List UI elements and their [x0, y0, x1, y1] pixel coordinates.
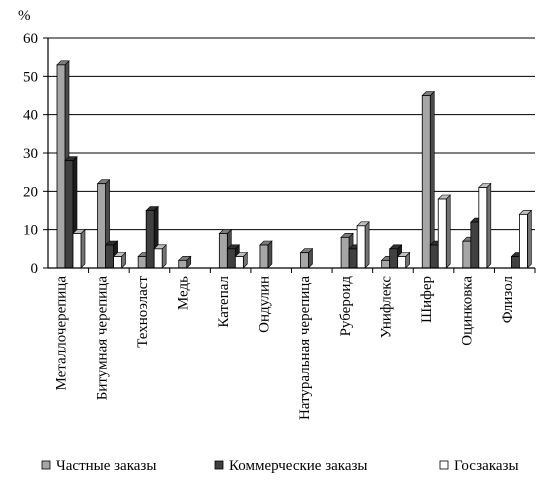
x-tick-labels: Металлочерепица Битумная черепица Техноэла…: [54, 275, 516, 420]
x-tick-label: Катепал: [216, 275, 232, 327]
x-tick-label: Унифлекс: [378, 276, 394, 339]
bar: [470, 221, 480, 269]
y-tick-labels: 0 10 20 30 40 50 60: [23, 31, 38, 277]
legend-swatch: [41, 460, 51, 470]
legend-swatch: [439, 460, 449, 470]
x-tick-label: Медь: [175, 276, 191, 310]
bar: [113, 256, 122, 269]
y-axis-label: %: [18, 8, 31, 24]
bar: [218, 233, 228, 269]
bar: [397, 256, 407, 269]
bar: [381, 259, 391, 269]
legend-label: Частные заказы: [56, 458, 156, 474]
x-tick-label: Шифер: [419, 276, 435, 323]
bar-side: [80, 228, 86, 269]
bar: [97, 183, 106, 269]
bar: [105, 244, 114, 269]
x-tick-label: Ондулин: [257, 276, 273, 333]
bar-side: [364, 221, 370, 269]
y-tick-label: 20: [23, 184, 38, 200]
bar-side: [527, 209, 532, 269]
bar: [437, 198, 447, 269]
y-tick-label: 60: [23, 31, 38, 47]
x-tick-label: Битумная черепица: [94, 276, 110, 401]
x-tick-label: Техноэласт: [135, 276, 151, 348]
bar-side: [486, 182, 492, 269]
bar: [153, 248, 163, 269]
bar: [259, 244, 269, 269]
x-tick-label: Металлочерепица: [54, 276, 70, 391]
legend-label: Госзаказы: [454, 458, 519, 474]
x-tick-label: Натуральная черепица: [297, 276, 313, 420]
bar: [300, 252, 309, 269]
bar: [429, 244, 439, 269]
gridlines: [48, 37, 535, 231]
legend: Частные заказы Коммерческие заказы Госзака…: [41, 458, 519, 474]
legend-label: Коммерческие заказы: [229, 458, 368, 474]
bar: [56, 64, 66, 269]
y-tick-label: 0: [31, 261, 39, 277]
y-tick-label: 30: [23, 146, 38, 162]
y-tick-label: 50: [23, 69, 38, 85]
x-tick-label: Рубероид: [338, 276, 354, 337]
bar: [389, 248, 399, 269]
bar: [511, 256, 520, 269]
bar: [72, 233, 82, 269]
x-tick-label: Флизол: [500, 275, 516, 323]
bar: [348, 248, 358, 269]
bar: [356, 225, 366, 269]
bar: [519, 213, 528, 269]
axes: [43, 37, 536, 273]
bar-side: [445, 194, 451, 269]
bar: [178, 259, 188, 269]
bar: [234, 256, 244, 269]
bar: [462, 240, 472, 269]
bar: [340, 236, 350, 269]
bar-series: [56, 60, 533, 269]
bar: [137, 256, 147, 269]
bar-side: [267, 240, 273, 269]
bar: [145, 210, 155, 269]
bar: [64, 160, 74, 269]
y-tick-label: 40: [23, 108, 38, 124]
bar: [478, 187, 488, 269]
x-tick-label: Оцинковка: [460, 276, 476, 346]
bar: [421, 95, 431, 269]
legend-swatch: [214, 460, 224, 470]
y-tick-label: 10: [23, 223, 38, 239]
bar: [226, 248, 236, 269]
